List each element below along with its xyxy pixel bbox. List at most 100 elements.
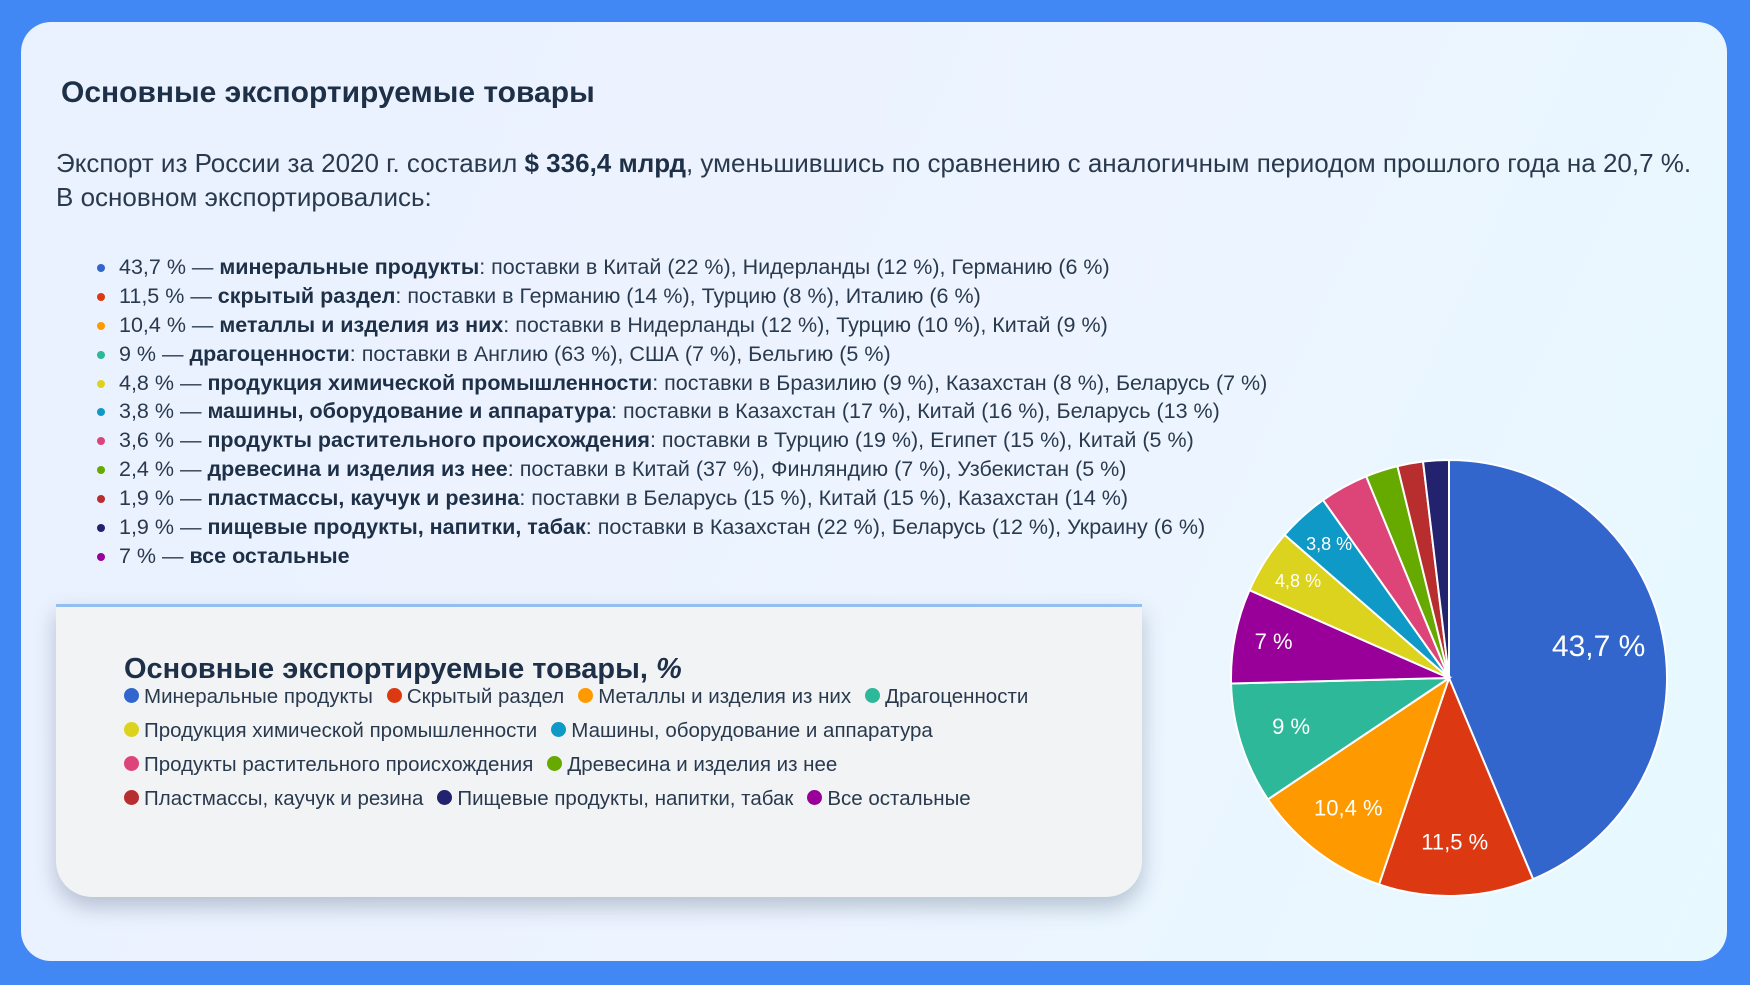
- pie-slice: [1448, 458, 1668, 881]
- item-percent: 1,9 % —: [119, 486, 208, 511]
- item-category: скрытый раздел: [217, 283, 396, 308]
- item-percent: 43,7 % —: [119, 255, 220, 279]
- legend-item: Древесина и изделия из нее: [547, 750, 837, 780]
- item-destinations: : поставки в Китай (37 %), Финляндию (7 …: [507, 457, 1127, 482]
- bullet-dot-icon: [97, 379, 105, 388]
- legend-item: Скрытый раздел: [386, 682, 565, 712]
- item-category: продукты растительного происхождения: [207, 428, 650, 453]
- legend-swatch-icon: [865, 688, 881, 704]
- item-category: минеральные продукты: [219, 255, 480, 279]
- item-destinations: : поставки в Беларусь (15 %), Китай (15 …: [519, 486, 1129, 511]
- legend-swatch-icon: [547, 756, 563, 772]
- legend-label: Драгоценности: [885, 685, 1029, 708]
- pie-chart: 43,7 % 11,5 % 10,4 % 9 % 7 % 4,8 % 3,8 %: [1230, 458, 1668, 897]
- legend-row: Продукты растительного происхождения Древ…: [124, 750, 851, 780]
- export-goods-item: 1,9 % — пластмассы, каучук и резина: пос…: [97, 484, 1267, 513]
- legend-item: Все остальные: [807, 784, 971, 814]
- item-category: продукция химической промышленности: [207, 370, 653, 395]
- export-card: Основные экспортируемые товары Экспорт и…: [21, 22, 1727, 961]
- legend-swatch-icon: [124, 722, 139, 738]
- export-goods-item: 3,8 % — машины, оборудование и аппаратур…: [97, 397, 1267, 426]
- legend-swatch-icon: [807, 790, 823, 806]
- legend-label: Пищевые продукты, напитки, табак: [457, 787, 794, 810]
- pie-slice-label: 3,8 %: [1306, 534, 1352, 554]
- pie-slice-label: 10,4 %: [1314, 795, 1383, 820]
- legend-item: Пластмассы, каучук и резина: [124, 784, 423, 814]
- bullet-dot-icon: [97, 321, 105, 330]
- legend-label: Продукция химической промышленности: [144, 719, 538, 742]
- item-destinations: : поставки в Бразилию (9 %), Казахстан (…: [652, 370, 1268, 395]
- legend-label: Продукты растительного происхождения: [144, 753, 534, 776]
- export-amount: $ 336,4 млрд: [524, 148, 686, 178]
- export-goods-item: 4,8 % — продукция химической промышленно…: [97, 369, 1268, 398]
- pie-slice: [1266, 675, 1451, 886]
- legend-item: Продукция химической промышленности: [124, 716, 537, 746]
- bullet-dot-icon: [97, 264, 105, 272]
- legend-label: Металлы и изделия из них: [598, 685, 852, 708]
- legend-label: Машины, оборудование и аппаратура: [571, 719, 933, 742]
- intro-text-before: Экспорт из России за 2020 г. составил: [56, 148, 525, 178]
- legend-swatch-icon: [124, 756, 139, 772]
- bullet-dot-icon: [97, 292, 105, 301]
- export-goods-list: 43,7 % — минеральные продукты: поставки …: [97, 253, 1268, 571]
- bullet-dot-icon: [97, 437, 105, 446]
- pie-slice: [1377, 675, 1535, 897]
- chart-title-unit: %: [656, 653, 682, 685]
- legend-row: Минеральные продукты Скрытый раздел Металл…: [124, 682, 1042, 712]
- legend-item: Пищевые продукты, напитки, табак: [437, 784, 793, 814]
- chart-title: Основные экспортируемые товары, %: [124, 653, 682, 686]
- export-goods-item: 10,4 % — металлы и изделия из них: поста…: [97, 311, 1267, 340]
- legend-swatch-icon: [578, 688, 594, 704]
- export-goods-item: 11,5 % — скрытый раздел: поставки в Герм…: [97, 282, 1267, 311]
- export-goods-item: 9 % — драгоценности: поставки в Англию (…: [97, 340, 1267, 369]
- bullet-dot-icon: [97, 350, 105, 359]
- legend-swatch-icon: [124, 688, 139, 704]
- export-goods-item: 7 % — все остальные: [97, 542, 1267, 571]
- item-percent: 3,8 % —: [119, 399, 208, 424]
- legend-label: Все остальные: [827, 787, 971, 810]
- item-destinations: : поставки в Германию (14 %), Турцию (8 …: [395, 283, 981, 308]
- intro-text-after: , уменьшившись по сравнению с аналогичны…: [56, 148, 1692, 212]
- bullet-dot-icon: [97, 466, 105, 475]
- legend-label: Древесина и изделия из нее: [567, 753, 838, 776]
- chart-title-text: Основные экспортируемые товары,: [124, 653, 657, 685]
- legend-row: Продукция химической промышленности Машин…: [124, 716, 947, 746]
- item-percent: 9 % —: [119, 341, 190, 366]
- item-destinations: : поставки в Казахстан (22 %), Беларусь …: [585, 515, 1206, 540]
- item-category: древесина и изделия из нее: [207, 457, 508, 482]
- legend-item: Металлы и изделия из них: [578, 682, 851, 712]
- item-percent: 3,6 % —: [119, 428, 208, 453]
- export-goods-item: 1,9 % — пищевые продукты, напитки, табак…: [97, 513, 1267, 542]
- export-goods-item: 3,6 % — продукты растительного происхожд…: [97, 426, 1267, 455]
- bullet-dot-icon: [97, 495, 105, 504]
- item-category: пищевые продукты, напитки, табак: [207, 515, 586, 540]
- item-category: пластмассы, каучук и резина: [207, 486, 520, 511]
- item-category: машины, оборудование и аппаратура: [207, 399, 612, 424]
- item-percent: 4,8 % —: [119, 370, 208, 395]
- item-destinations: : поставки в Нидерланды (12 %), Турцию (…: [503, 312, 1108, 337]
- legend-label: Скрытый раздел: [406, 685, 565, 708]
- bullet-dot-icon: [97, 524, 105, 533]
- bullet-dot-icon: [97, 408, 105, 417]
- legend-item: Минеральные продукты: [124, 682, 373, 712]
- item-percent: 2,4 % —: [119, 457, 208, 482]
- item-percent: 1,9 % —: [119, 515, 208, 540]
- legend-row: Пластмассы, каучук и резина Пищевые проду…: [124, 784, 985, 814]
- pie-slice: [1230, 676, 1453, 801]
- item-destinations: : поставки в Казахстан (17 %), Китай (16…: [611, 399, 1220, 424]
- item-percent: 7 % —: [119, 543, 190, 568]
- export-goods-item: 43,7 % — минеральные продукты: поставки …: [97, 253, 1267, 282]
- export-goods-item: 2,4 % — древесина и изделия из нее: пост…: [97, 455, 1267, 484]
- item-destinations: : поставки в Китай (22 %), Нидерланды (1…: [479, 255, 1110, 279]
- chart-legend-panel: Основные экспортируемые товары, % Минера…: [56, 604, 1142, 897]
- legend-swatch-icon: [386, 688, 402, 704]
- item-category: все остальные: [189, 543, 350, 568]
- item-category: драгоценности: [189, 341, 350, 366]
- legend-item: Продукты растительного происхождения: [124, 750, 533, 780]
- item-destinations: : поставки в Англию (63 %), США (7 %), Б…: [349, 341, 891, 366]
- legend-swatch-icon: [437, 790, 453, 806]
- legend-swatch-icon: [551, 722, 567, 738]
- pie-slice-label: 43,7 %: [1552, 630, 1645, 663]
- pie-slice-label: 4,8 %: [1275, 571, 1321, 591]
- pie-slice-label: 7 %: [1255, 629, 1293, 654]
